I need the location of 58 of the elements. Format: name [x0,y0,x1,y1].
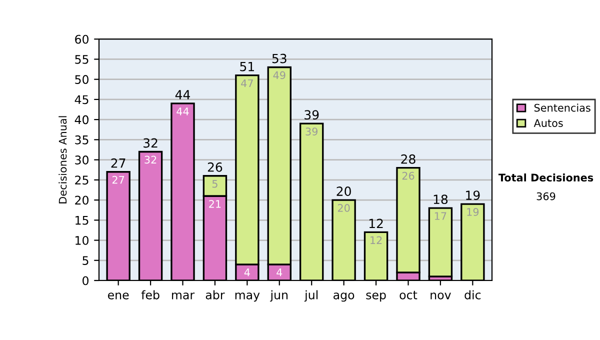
data-label: 5 [212,180,218,188]
data-label: 4 [276,268,282,276]
data-label: 17 [434,212,446,220]
x-tick-label: ago [334,292,354,302]
legend-label: Sentencias [534,104,590,112]
total-label: 26 [208,162,222,172]
y-tick-label: 25 [75,176,88,185]
data-label: 32 [144,156,156,164]
data-label: 12 [370,236,382,244]
total-label: 32 [144,138,158,148]
x-tick-label: oct [400,290,418,300]
y-axis-title: Decisiones Anual [58,116,67,204]
y-tick-label: 30 [75,156,88,164]
y-tick-label: 20 [75,196,88,205]
data-label: 49 [273,71,286,80]
y-tick-label: 55 [75,55,88,64]
total-label: 53 [272,54,286,64]
y-tick-label: 10 [76,236,88,245]
total-label: 18 [434,194,448,204]
x-tick-label: dic [464,290,481,300]
y-tick-label: 45 [74,95,88,104]
x-tick-label: mar [172,292,195,300]
data-label: 27 [112,176,124,184]
text: Total Decisiones [498,173,594,182]
y-tick-label: 60 [75,34,88,44]
data-label: 19 [467,208,479,216]
total-label: 28 [401,154,416,164]
data-label: 26 [402,172,414,180]
data-label: 39 [306,128,318,136]
y-tick-label: 5 [82,256,88,266]
legend-label: Autos [534,119,563,128]
y-tick-label: 35 [75,135,88,144]
total-label: 39 [304,110,319,120]
x-tick-label: may [235,292,260,302]
x-tick-label: nov [430,292,451,300]
y-tick-label: 40 [74,115,88,124]
data-label: 4 [244,268,250,276]
total-label: 20 [336,186,351,196]
total-label: 27 [111,158,126,168]
x-tick-label: ene [108,292,129,300]
x-tick-label: sep [366,292,386,302]
data-label: 44 [176,108,189,116]
total-label: 51 [240,62,254,72]
y-tick-label: 0 [82,276,88,286]
data-label: 47 [241,79,253,88]
data-label: 20 [338,204,350,212]
x-tick-label: jul [304,290,318,302]
data-label: 21 [209,200,221,208]
y-tick-label: 15 [76,216,88,225]
text: 369 [536,192,556,200]
bar [428,207,453,278]
total-label: 19 [466,190,480,200]
x-tick-label: abr [206,290,225,300]
x-tick-label: feb [141,290,160,300]
y-tick-label: 50 [75,75,88,84]
x-tick-label: jun [270,290,288,302]
total-label: 44 [175,90,190,100]
total-label: 12 [369,218,383,228]
